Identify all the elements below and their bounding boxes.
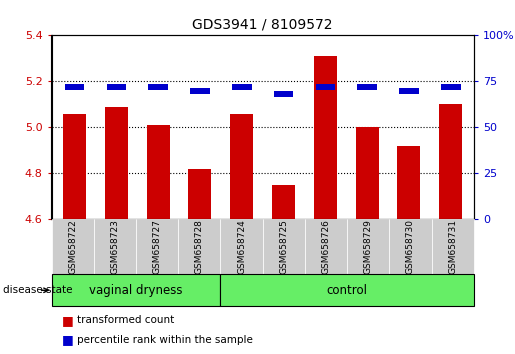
Text: ■: ■ [62, 314, 74, 327]
Bar [147, 125, 169, 219]
Bar [314, 56, 337, 219]
Bar [188, 169, 212, 219]
Bar [105, 107, 128, 219]
Text: GSM658728: GSM658728 [195, 219, 204, 274]
Bar [399, 88, 419, 93]
Text: vaginal dryness: vaginal dryness [89, 284, 183, 297]
Text: GSM658724: GSM658724 [237, 219, 246, 274]
Bar [63, 114, 86, 219]
Text: GSM658731: GSM658731 [448, 219, 457, 274]
Text: GSM658726: GSM658726 [321, 219, 331, 274]
Bar [316, 84, 335, 90]
Bar [232, 84, 251, 90]
Bar [107, 84, 126, 90]
Text: control: control [327, 284, 368, 297]
Text: GSM658730: GSM658730 [406, 219, 415, 274]
Text: disease state: disease state [3, 285, 72, 295]
Text: GSM658722: GSM658722 [68, 219, 77, 274]
Text: GSM658729: GSM658729 [364, 219, 373, 274]
Bar [439, 104, 462, 219]
Text: GSM658727: GSM658727 [152, 219, 162, 274]
Title: GDS3941 / 8109572: GDS3941 / 8109572 [193, 17, 333, 32]
Bar [148, 84, 168, 90]
Bar [441, 84, 460, 90]
Bar [398, 146, 420, 219]
Text: percentile rank within the sample: percentile rank within the sample [77, 335, 253, 345]
Text: ■: ■ [62, 333, 74, 346]
Text: GSM658725: GSM658725 [279, 219, 288, 274]
Text: transformed count: transformed count [77, 315, 175, 325]
Text: GSM658723: GSM658723 [110, 219, 119, 274]
Bar [230, 114, 253, 219]
Bar [272, 185, 295, 219]
Bar [65, 84, 84, 90]
Bar [274, 91, 294, 97]
Bar [357, 84, 377, 90]
Bar [190, 88, 210, 93]
Bar [356, 127, 379, 219]
